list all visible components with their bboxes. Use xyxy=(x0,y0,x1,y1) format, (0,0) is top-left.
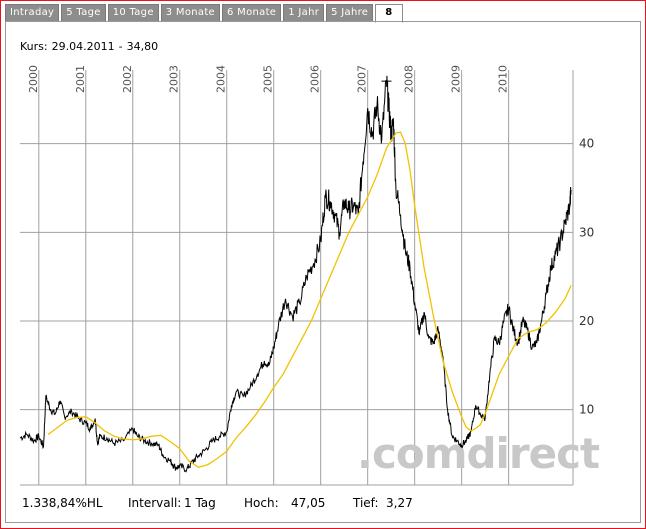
price-series-line xyxy=(19,75,572,473)
x-tick-label: 2005 xyxy=(262,65,275,93)
y-tick-label: 40 xyxy=(579,137,594,151)
chart-grid xyxy=(20,70,574,486)
tab-6-monate[interactable]: 6 Monate xyxy=(222,4,282,22)
kurs-date: 29.04.2011 xyxy=(51,40,115,53)
y-tick-label: 30 xyxy=(579,225,594,239)
x-tick-label: 2008 xyxy=(403,65,416,93)
hoch-value: 47,05 xyxy=(291,496,326,510)
intervall-label: Intervall: xyxy=(128,496,182,510)
hoch-label: Hoch: xyxy=(244,496,279,510)
x-tick-label: 2001 xyxy=(74,65,87,93)
kurs-separator: - xyxy=(118,40,123,53)
watermark-logo: .comdirect xyxy=(357,429,600,478)
price-info: Kurs: 29.04.2011-34,80 xyxy=(20,40,162,53)
x-tick-label: 2002 xyxy=(121,65,134,93)
moving-average-line xyxy=(47,131,572,469)
tief-value: 3,27 xyxy=(386,496,413,510)
kurs-value: 34,80 xyxy=(126,40,159,53)
x-tick-label: 2010 xyxy=(497,65,510,93)
performance-value: 1.338,84%HL xyxy=(22,496,103,510)
x-tick-label: 2003 xyxy=(168,65,181,93)
x-tick-label: 2007 xyxy=(356,65,369,93)
chart-panel xyxy=(5,21,641,523)
x-tick-label: 2000 xyxy=(27,65,40,93)
intervall-value: 1 Tag xyxy=(184,496,216,510)
y-tick-label: 20 xyxy=(579,314,594,328)
kurs-label: Kurs: xyxy=(20,40,48,53)
x-tick-label: 2006 xyxy=(309,65,322,93)
x-tick-label: 2004 xyxy=(215,65,228,93)
tief-label: Tief: xyxy=(353,496,379,510)
x-tick-label: 2009 xyxy=(450,65,463,93)
y-tick-label: 10 xyxy=(579,403,594,417)
tab-max[interactable]: 8 xyxy=(375,4,403,23)
